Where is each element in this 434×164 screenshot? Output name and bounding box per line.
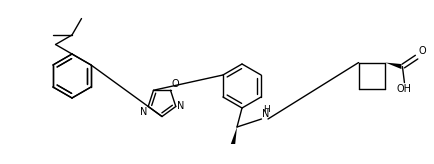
Text: N: N — [262, 109, 270, 119]
Text: H: H — [263, 105, 270, 114]
Text: O: O — [418, 46, 426, 56]
Polygon shape — [231, 127, 237, 144]
Text: OH: OH — [397, 84, 412, 94]
Text: O: O — [171, 79, 179, 89]
Polygon shape — [385, 62, 401, 69]
Text: N: N — [140, 107, 147, 117]
Text: N: N — [178, 102, 184, 112]
